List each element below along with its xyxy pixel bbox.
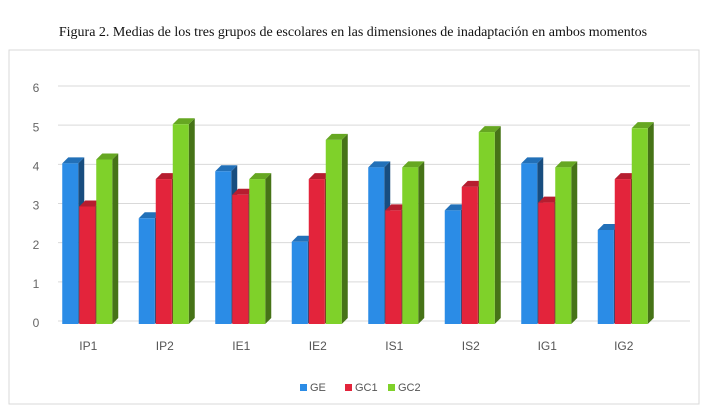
chart-frame <box>8 49 700 405</box>
bar-side <box>494 126 501 324</box>
legend-label: GC2 <box>398 382 421 394</box>
bar-top <box>631 122 654 129</box>
bar-top <box>385 204 408 211</box>
bar <box>631 128 648 324</box>
bar <box>597 230 614 324</box>
x-tick-label: IP1 <box>79 339 97 353</box>
bar-top <box>249 173 272 180</box>
bar-top <box>461 180 484 187</box>
bar-side <box>188 118 195 324</box>
y-tick-label: 5 <box>33 120 40 134</box>
bar-top <box>402 161 425 168</box>
bar <box>138 218 155 324</box>
bar <box>444 210 461 324</box>
y-tick-label: 0 <box>33 316 40 330</box>
bar-top <box>444 204 467 211</box>
bar-top <box>555 161 578 168</box>
bar <box>478 132 495 324</box>
legend-swatch <box>388 384 395 391</box>
legend-swatch <box>300 384 307 391</box>
bar-top <box>215 165 238 172</box>
bar <box>461 186 478 324</box>
bar-top <box>538 196 561 203</box>
x-tick-label: IE2 <box>309 339 327 353</box>
x-tick-label: IS1 <box>385 339 403 353</box>
bar-side <box>571 161 578 324</box>
bar-top <box>172 118 195 125</box>
x-tick-label: IG1 <box>538 339 558 353</box>
legend-label: GE <box>310 382 326 394</box>
bar-top <box>232 188 255 195</box>
x-tick-label: IP2 <box>156 339 174 353</box>
y-tick-label: 3 <box>33 199 40 213</box>
bar-top <box>614 173 637 180</box>
chart-title: Figura 2. Medias de los tres grupos de e… <box>59 25 647 40</box>
bar <box>521 163 538 324</box>
bar-top <box>138 212 161 219</box>
bar <box>614 179 631 324</box>
bar <box>555 167 572 324</box>
y-tick-label: 4 <box>33 160 40 174</box>
bar <box>96 159 113 324</box>
bar-side <box>647 122 654 325</box>
bar <box>538 202 555 324</box>
bar <box>325 139 342 324</box>
bar-top <box>79 200 102 207</box>
bar <box>79 206 96 324</box>
bar-top <box>291 235 314 242</box>
bar <box>155 179 172 324</box>
bar <box>62 163 79 324</box>
x-tick-label: IE1 <box>232 339 250 353</box>
y-tick-label: 6 <box>33 81 40 95</box>
bar <box>232 194 249 324</box>
bar <box>385 210 402 324</box>
legend-swatch <box>345 384 352 391</box>
bar-side <box>265 173 272 324</box>
bar <box>308 179 325 324</box>
bar <box>172 124 189 324</box>
bar-top <box>597 224 620 230</box>
bar-top <box>96 153 119 160</box>
bar-top <box>308 173 331 180</box>
x-tick-label: IS2 <box>462 339 480 353</box>
y-tick-label: 1 <box>33 277 40 291</box>
bar <box>368 167 385 324</box>
legend-label: GC1 <box>355 382 378 394</box>
x-tick-label: IG2 <box>614 339 634 353</box>
bar-side <box>341 133 348 324</box>
y-tick-label: 2 <box>33 238 40 252</box>
bar-top <box>521 157 544 164</box>
bar-top <box>478 126 501 133</box>
bar-side <box>418 161 425 324</box>
bar-top <box>62 157 85 164</box>
bar-top <box>368 161 391 168</box>
bar-top <box>325 133 348 140</box>
bar-side <box>112 153 119 324</box>
bar <box>249 179 266 324</box>
bar <box>215 171 232 324</box>
bar-top <box>155 173 178 180</box>
bar <box>291 241 308 324</box>
bar <box>402 167 419 324</box>
